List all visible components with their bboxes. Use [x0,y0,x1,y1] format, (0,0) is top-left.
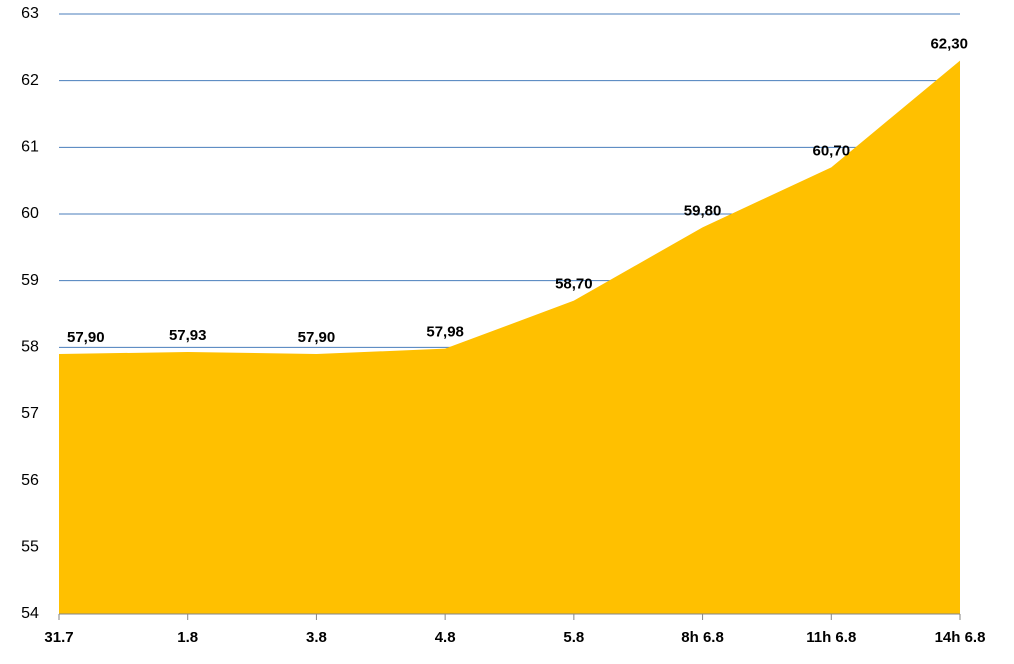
x-tick-label: 1.8 [177,629,198,646]
y-tick-label: 54 [21,605,39,622]
data-label: 57,90 [67,329,105,346]
y-tick-label: 55 [21,539,39,556]
area [59,60,960,614]
y-tick-label: 58 [21,339,39,356]
y-tick-label: 63 [21,5,39,22]
y-tick-label: 56 [21,472,39,489]
data-label: 59,80 [684,202,722,219]
data-label: 62,30 [930,36,968,53]
data-label: 60,70 [813,142,851,159]
x-tick-label: 4.8 [435,629,456,646]
y-tick-label: 60 [21,205,39,222]
data-label: 58,70 [555,276,593,293]
y-tick-label: 57 [21,405,39,422]
x-tick-label: 14h 6.8 [935,629,986,646]
x-tick-label: 11h 6.8 [806,629,856,646]
x-tick-label: 31.7 [44,629,73,646]
data-label: 57,98 [426,324,464,341]
y-tick-label: 59 [21,272,39,289]
data-label: 57,93 [169,327,207,344]
y-tick-label: 61 [21,139,39,156]
data-label: 57,90 [298,329,336,346]
y-tick-label: 62 [21,72,39,89]
x-tick-label: 5.8 [563,629,584,646]
x-tick-label: 8h 6.8 [681,629,724,646]
x-tick-label: 3.8 [306,629,327,646]
